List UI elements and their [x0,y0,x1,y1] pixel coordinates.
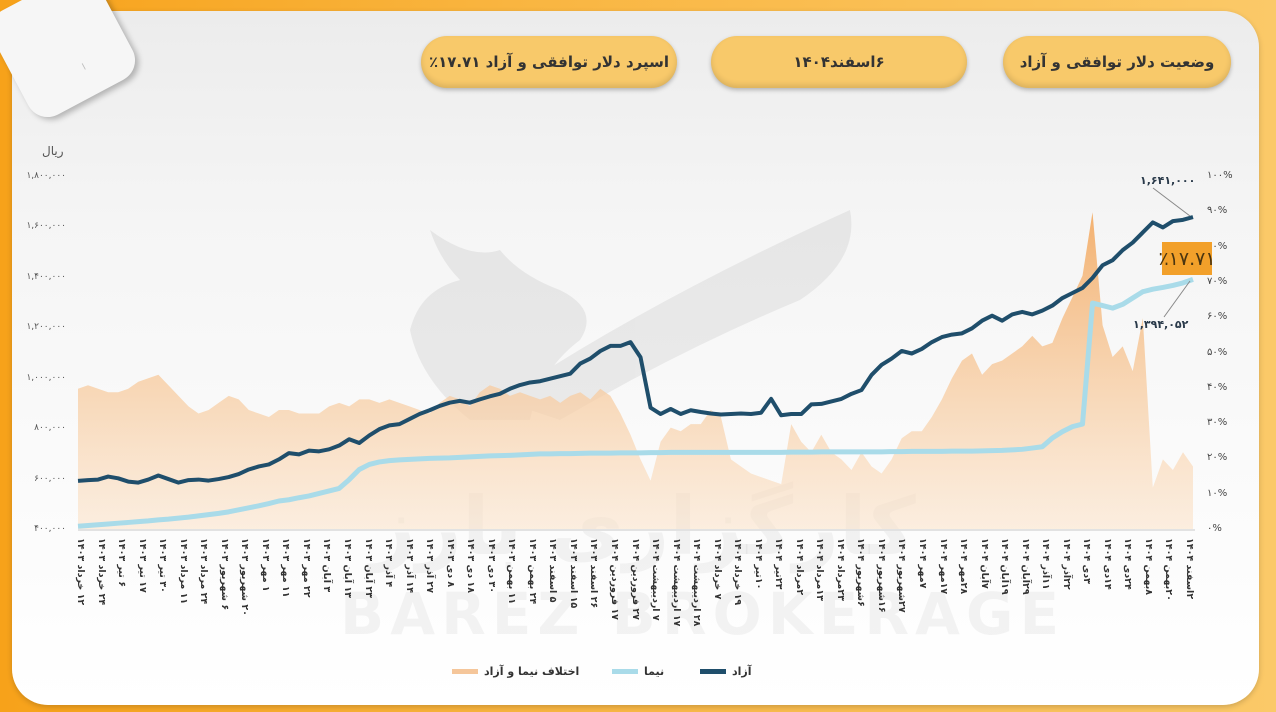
x-tick-label: ۱۳مرداد ۱۴۰۴ [814,538,826,601]
left-y-tick: ۱,۰۰۰,۰۰۰ [26,372,66,383]
x-tick-label: ۲۹آبان ۱۴۰۴ [1019,538,1031,595]
x-tick-label: ۱۱ مرداد ۱۴۰۳ [177,538,189,605]
legend-item-nima: نیما [612,665,664,678]
right-y-tick: ۱۰۰% [1207,170,1233,181]
nima-last-value: ۱,۳۹۴,۰۵۲ [1133,318,1189,331]
title-pill: وضعیت دلار توافقی و آزاد [1003,36,1231,88]
x-tick-label: ۱۹ خرداد ۱۴۰۴ [732,538,744,606]
nima-swatch-icon [612,669,638,674]
x-tick-label: ۲۳مرداد ۱۴۰۴ [834,538,846,601]
azad-line-series [77,215,1194,485]
x-tick-label: ۲اسفند ۱۴۰۴ [1184,538,1195,600]
right-y-tick: ۰% [1207,523,1222,534]
x-tick-label: ۱۰تیر ۱۴۰۴ [752,538,764,590]
right-y-tick: ۶۰% [1207,311,1228,323]
x-tick-label: ۸بهمن ۱۴۰۴ [1142,538,1154,596]
watermark-latin: BAREZ BROKERAGE [340,580,1065,648]
azad-callout-leader [1152,187,1191,217]
spread-pill: اسپرد دلار توافقی و آزاد ۱۷.۷۱٪ [421,36,677,88]
x-tick-label: ۱۷ فروردین ۱۴۰۴ [608,538,620,620]
x-tick-label: ۱۳ آبان ۱۴۰۳ [341,538,353,598]
x-tick-label: ۲۸مهر ۱۴۰۴ [958,538,970,595]
legend-item-azad: آزاد [700,665,752,678]
x-tick-label: ۱۸ دی ۱۴۰۳ [465,538,477,594]
left-y-tick: ۶۰۰,۰۰۰ [34,473,66,484]
x-tick-label: ۶ شهریور ۱۴۰۳ [218,538,230,611]
x-tick-label: ۱۲ خرداد ۱۴۰۳ [75,538,86,606]
x-tick-label: ۱۱ مهر ۱۴۰۳ [280,538,292,598]
x-tick-label: ۱۵ اسفند ۱۴۰۳ [567,538,579,609]
x-tick-label: ۲۶ اسفند ۱۴۰۳ [588,538,600,609]
x-tick-label: ۵ اسفند ۱۴۰۳ [547,538,559,603]
x-tick-label: ۸ دی ۱۴۰۳ [444,538,456,588]
nima-line-series [77,276,1194,529]
x-tick-label: ۲۴ مرداد ۱۴۰۳ [198,538,210,605]
left-y-tick: ۱,۶۰۰,۰۰۰ [26,221,66,232]
left-y-tick: ۱,۴۰۰,۰۰۰ [26,271,66,282]
x-tick-label: ۱ مهر ۱۴۰۳ [259,538,271,592]
right-y-tick: ۵۰% [1207,346,1228,358]
x-tick-label: ۲۷ آذر ۱۴۰۳ [424,538,436,594]
x-tick-label: ۳۰ دی ۱۴۰۳ [485,538,497,594]
right-y-tick: ۷۰% [1207,275,1228,287]
x-tick-label: ۲۲آذر ۱۴۰۴ [1060,538,1072,590]
right-y-tick: ۳۰% [1207,417,1228,429]
x-tick-label: ۴ آذر ۱۴۰۳ [383,538,395,588]
x-tick-label: ۲۰بهمن ۱۴۰۴ [1163,538,1175,601]
x-tick-label: ۲۴ خرداد ۱۴۰۳ [95,538,107,606]
legend-item-diff: اختلاف نیما و آزاد [452,665,579,678]
x-tick-label: ۲۷ فروردین ۱۴۰۴ [629,538,641,620]
right-y-tick: ۸۰% [1207,240,1228,252]
azad-swatch-icon [700,669,726,674]
x-tick-label: ۳ آبان ۱۴۰۳ [321,538,333,593]
left-y-tick: ۱,۲۰۰,۰۰۰ [26,322,66,333]
x-tick-label: ۳دی ۱۴۰۴ [1081,538,1093,584]
x-tick-label: ۲مرداد ۱۴۰۴ [793,538,805,596]
x-tick-label: ۱۷ تیر ۱۴۰۳ [136,538,148,593]
right-y-tick: ۱۰% [1207,487,1228,499]
left-y-tick: ۸۰۰,۰۰۰ [34,423,66,434]
x-tick-label: ۱۱آذر ۱۴۰۴ [1040,538,1052,590]
x-tick-label: ۱۶شهریور ۱۴۰۴ [875,538,887,613]
x-tick-label: ۲۲ مهر ۱۴۰۳ [300,538,312,598]
left-y-tick: ۴۰۰,۰۰۰ [34,524,66,534]
date-pill: ۶اسفند۱۴۰۴ [711,36,967,88]
left-axis-unit: ریال [42,144,64,158]
x-tick-label: ۱۷مهر ۱۴۰۴ [937,538,949,595]
x-tick-label: ۲۴ بهمن ۱۴۰۳ [526,538,538,605]
left-y-tick: ۱,۸۰۰,۰۰۰ [26,171,66,181]
date-label: ۶اسفند۱۴۰۴ [793,53,885,71]
x-tick-label: ۲۴دی ۱۴۰۴ [1122,538,1134,590]
x-tick-label: ۲۸ اردیبهشت ۱۴۰۴ [691,538,703,627]
x-tick-label: ۱۴دی ۱۴۰۴ [1101,538,1113,590]
diff-swatch-icon [452,669,478,674]
x-tick-label: ۳۰ تیر ۱۴۰۳ [157,538,169,593]
x-tick-label: ۷ اردیبهشت ۱۴۰۴ [650,538,662,621]
x-tick-label: ۶ تیر ۱۴۰۳ [116,538,128,587]
x-tick-label: ۶شهریور ۱۴۰۴ [855,538,867,607]
x-tick-label: ۱۱ بهمن ۱۴۰۳ [506,538,518,605]
azad-last-value: ۱,۶۴۱,۰۰۰ [1140,174,1196,187]
x-tick-label: ۲۳تیر ۱۴۰۴ [773,538,785,590]
x-tick-label: ۲۰ شهریور ۱۴۰۳ [239,538,251,616]
x-tick-label: ۷آبان ۱۴۰۴ [978,538,990,589]
right-y-tick: ۴۰% [1207,381,1228,393]
spread-badge: ٪۱۷.۷۱ [1158,242,1215,275]
right-y-tick: ۲۰% [1207,452,1228,464]
x-tick-label: ۱۴ آذر ۱۴۰۳ [403,538,415,594]
x-tick-label: ۱۹آبان ۱۴۰۴ [999,538,1011,595]
nima-callout-leader [1163,280,1191,318]
spread-label: اسپرد دلار توافقی و آزاد ۱۷.۷۱٪ [428,53,670,71]
x-tick-label: ۲۷شهریور ۱۴۰۴ [896,538,908,613]
x-tick-label: ۲۳ آبان ۱۴۰۳ [362,538,374,598]
x-tick-label: ۷ خرداد ۱۴۰۴ [711,538,723,600]
eagle-logo-watermark [410,210,852,420]
x-tick-label: ۱۷ اردیبهشت ۱۴۰۴ [670,538,682,627]
right-y-tick: ۹۰% [1207,205,1228,217]
page-title: وضعیت دلار توافقی و آزاد [1019,53,1215,71]
x-tick-label: ۷مهر ۱۴۰۴ [917,538,929,589]
